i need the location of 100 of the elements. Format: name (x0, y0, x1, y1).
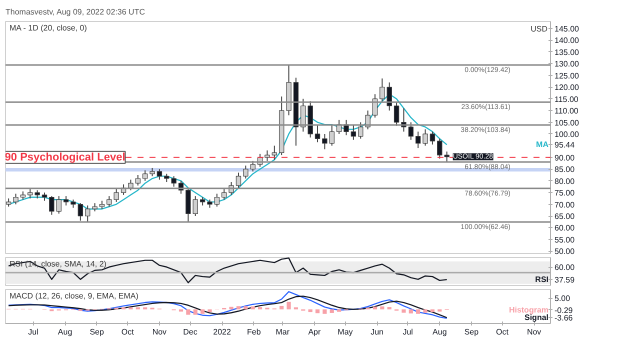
x-tick-label: Nov (526, 328, 542, 336)
x-tick-label: Sep (90, 328, 105, 336)
candlestick (344, 119, 349, 136)
bar (380, 306, 384, 310)
bar (408, 309, 413, 314)
x-tick-label: Feb (246, 328, 262, 336)
candlestick (365, 110, 370, 130)
y-tick-label: 135.00 (554, 48, 580, 57)
candlestick (13, 193, 18, 205)
bar (186, 309, 190, 315)
candlestick (63, 196, 69, 206)
y-tick-label: 140.00 (554, 36, 580, 46)
x-tick-label: May (338, 328, 353, 336)
candlestick (394, 102, 400, 126)
bar (280, 306, 284, 310)
x-tick-label: Dec (183, 328, 198, 336)
y-tick-label: -3.66 (554, 314, 574, 323)
y-tick-label: -0.29 (554, 306, 574, 315)
candlestick (114, 188, 119, 202)
candlestick (444, 151, 450, 163)
y-axis-title: USD (530, 24, 548, 34)
ref-line-label: 90 Psychological Level (4, 151, 126, 164)
text: RSI (535, 275, 549, 284)
candlestick (171, 176, 176, 188)
candlestick (408, 122, 414, 140)
y-tick-label: 100.00 (554, 130, 580, 139)
x-tick-label: Apr (308, 328, 321, 336)
line-series (8, 291, 448, 319)
y-tick-label: 50.00 (554, 247, 576, 256)
candlestick (422, 128, 428, 146)
candlestick (314, 124, 320, 143)
y-tick-label: 110.00 (554, 106, 579, 116)
text: MA (536, 140, 549, 150)
bar (244, 306, 248, 310)
bar (322, 309, 327, 314)
bar (250, 306, 255, 310)
bar (236, 306, 241, 310)
candlestick (243, 165, 248, 180)
line-series (8, 258, 448, 284)
y-tick-label: 95.44 (554, 140, 576, 150)
x-tick-label: Jul (402, 328, 414, 336)
y-tick-label: 90.00 (554, 153, 576, 162)
y-tick-label: 60.00 (554, 263, 576, 272)
candlestick (415, 131, 421, 149)
y-tick-label: 120.00 (554, 83, 580, 92)
y-tick-label: 75.00 (554, 188, 576, 198)
bar (208, 309, 212, 312)
chart-title: Thomasvestv, Aug 09, 2022 02:36 UTC (6, 8, 146, 16)
x-tick-label: 2022 (213, 328, 232, 336)
y-tick-label: 115.00 (554, 94, 579, 104)
text: Histogram (508, 305, 548, 314)
y-tick-label: 145.00 (554, 24, 580, 34)
bar (372, 306, 378, 310)
bar (286, 302, 291, 310)
y-tick-label: 65.00 (554, 212, 576, 222)
y-tick-label: 125.00 (554, 71, 580, 80)
candlestick (350, 124, 356, 140)
chart-subtitle: MA - 1D (20, close, 0) (10, 24, 88, 32)
x-tick-label: Jul (28, 328, 39, 336)
candlestick (264, 150, 270, 162)
candlestick (106, 196, 112, 208)
bar (337, 309, 342, 312)
bar (229, 306, 234, 310)
candlestick (430, 131, 436, 146)
candlestick (437, 138, 442, 160)
x-tick-label: Aug (58, 328, 72, 336)
candlestick (222, 188, 227, 200)
bar (416, 309, 420, 314)
candlestick (272, 145, 278, 160)
x-tick-label: Sep (464, 328, 480, 336)
candlestick (156, 168, 162, 180)
bar (402, 309, 406, 313)
candlestick (236, 172, 242, 188)
candlestick (128, 179, 134, 191)
y-tick-label: 70.00 (554, 200, 576, 210)
y-tick-label: 60.00 (554, 224, 576, 233)
y-tick-label: 105.00 (554, 118, 580, 128)
candlestick (85, 204, 90, 222)
x-tick-label: Mar (276, 328, 290, 336)
text: Signal (524, 313, 549, 322)
candlestick (358, 122, 364, 140)
x-tick-label: Aug (432, 328, 447, 336)
candlestick (214, 193, 220, 208)
candlestick (78, 202, 84, 222)
y-tick-label: 85.00 (554, 165, 576, 174)
chart-subtitle: MACD (12, 26, close, 9, EMA, EMA) (10, 292, 139, 300)
x-tick-label: Oct (121, 328, 135, 336)
y-tick-label: 130.00 (554, 60, 580, 69)
bar (423, 309, 428, 313)
x-tick-label: Jun (370, 328, 384, 336)
y-tick-label: 80.00 (554, 176, 576, 186)
x-tick-label: Nov (152, 328, 167, 336)
y-tick-label: 5.00 (554, 294, 571, 303)
y-tick-label: 37.59 (554, 276, 576, 285)
bar (330, 309, 334, 313)
bar (200, 309, 205, 314)
candlestick (250, 160, 256, 172)
y-tick-label: 55.00 (554, 235, 576, 244)
candlestick (142, 170, 148, 182)
x-tick-label: Oct (496, 328, 510, 336)
